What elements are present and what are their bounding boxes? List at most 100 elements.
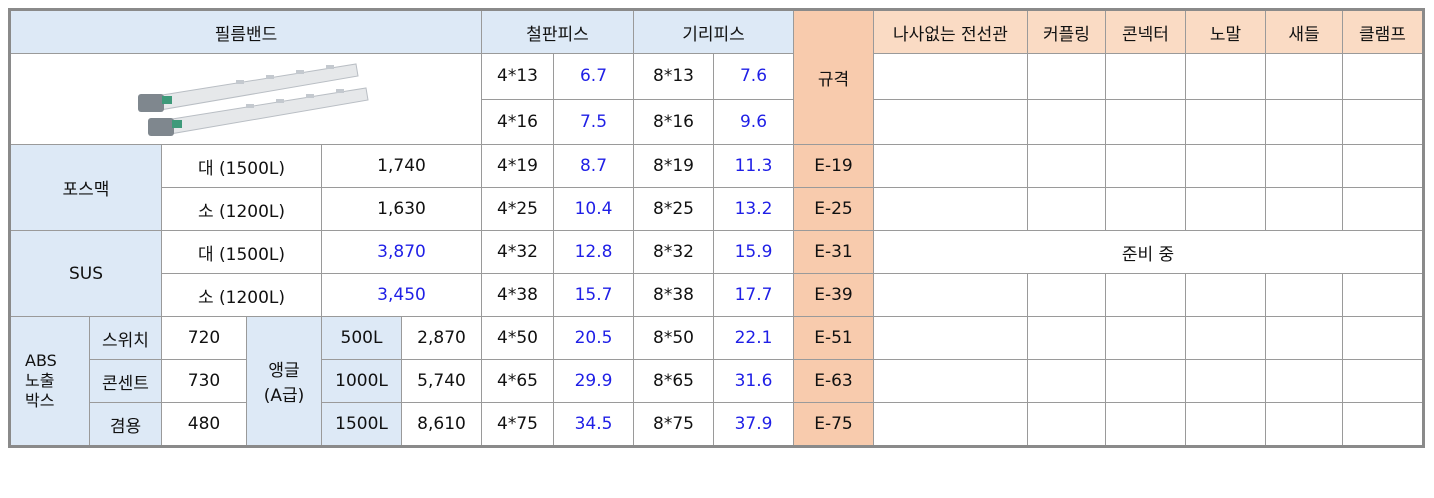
empty-cell <box>1186 360 1266 403</box>
giri-size: 8*65 <box>634 360 714 403</box>
abs-item: 겸용 <box>90 403 162 447</box>
spec: E-25 <box>794 188 874 231</box>
angle-length: 1500L <box>322 403 402 447</box>
table-row: 콘센트7301000L5,7404*6529.98*6531.6E-63 <box>10 360 1424 403</box>
giri-size: 8*50 <box>634 317 714 360</box>
giri-value: 11.3 <box>714 145 794 188</box>
label-line: 앵글 <box>247 356 321 381</box>
steel-value: 10.4 <box>554 188 634 231</box>
empty-cell <box>1343 145 1424 188</box>
label-line: ABS <box>25 351 89 371</box>
table-row: 소 (1200L)1,6304*2510.48*2513.2E-25 <box>10 188 1424 231</box>
empty-cell <box>1028 145 1106 188</box>
abs-price: 720 <box>162 317 247 360</box>
empty-cell <box>1106 317 1186 360</box>
band-price: 3,450 <box>322 274 482 317</box>
empty-cell <box>1186 403 1266 447</box>
band-price: 1,740 <box>322 145 482 188</box>
empty-cell <box>1266 188 1343 231</box>
status: 준비 중 <box>874 231 1424 274</box>
steel-size: 4*13 <box>482 54 554 100</box>
empty-cell <box>1266 360 1343 403</box>
giri-size: 8*25 <box>634 188 714 231</box>
giri-value: 22.1 <box>714 317 794 360</box>
giri-size: 8*13 <box>634 54 714 100</box>
group-name: 포스맥 <box>10 145 162 231</box>
giri-size: 8*75 <box>634 403 714 447</box>
product-header: 나사없는 전선관 <box>874 10 1028 54</box>
product-header: 커플링 <box>1028 10 1106 54</box>
steel-value: 12.8 <box>554 231 634 274</box>
empty-cell <box>874 188 1028 231</box>
page: 필름밴드철판피스기리피스규격나사없는 전선관커플링콘넥터노말새들클램프 4*13… <box>0 0 1434 498</box>
band-size: 소 (1200L) <box>162 274 322 317</box>
giri-size: 8*38 <box>634 274 714 317</box>
spec: E-31 <box>794 231 874 274</box>
empty-cell <box>1028 54 1106 100</box>
giri-piece-header: 기리피스 <box>634 10 794 54</box>
label-line: (A급) <box>247 381 321 406</box>
giri-value: 9.6 <box>714 99 794 145</box>
steel-size: 4*16 <box>482 99 554 145</box>
empty-cell <box>1266 145 1343 188</box>
empty-cell <box>1186 99 1266 145</box>
product-header: 콘넥터 <box>1106 10 1186 54</box>
angle-price: 2,870 <box>402 317 482 360</box>
angle-name: 앵글(A급) <box>247 317 322 447</box>
empty-cell <box>874 145 1028 188</box>
label-line: 노출 <box>25 371 89 391</box>
angle-price: 8,610 <box>402 403 482 447</box>
product-header: 클램프 <box>1343 10 1424 54</box>
band-price: 1,630 <box>322 188 482 231</box>
empty-cell <box>1266 54 1343 100</box>
giri-value: 15.9 <box>714 231 794 274</box>
steel-value: 15.7 <box>554 274 634 317</box>
label-line: 박스 <box>25 391 89 411</box>
empty-cell <box>1106 274 1186 317</box>
empty-cell <box>874 54 1028 100</box>
steel-value: 20.5 <box>554 317 634 360</box>
angle-length: 500L <box>322 317 402 360</box>
empty-cell <box>1343 188 1424 231</box>
empty-cell <box>1186 274 1266 317</box>
empty-cell <box>874 99 1028 145</box>
steel-piece-header: 철판피스 <box>482 10 634 54</box>
empty-cell <box>874 317 1028 360</box>
steel-value: 34.5 <box>554 403 634 447</box>
giri-value: 17.7 <box>714 274 794 317</box>
giri-value: 31.6 <box>714 360 794 403</box>
image-cell <box>10 54 482 145</box>
product-header: 새들 <box>1266 10 1343 54</box>
empty-cell <box>1186 145 1266 188</box>
empty-cell <box>1186 54 1266 100</box>
empty-cell <box>874 403 1028 447</box>
empty-cell <box>1266 274 1343 317</box>
band-price: 3,870 <box>322 231 482 274</box>
giri-value: 37.9 <box>714 403 794 447</box>
empty-cell <box>1106 99 1186 145</box>
spec: E-39 <box>794 274 874 317</box>
empty-cell <box>1028 188 1106 231</box>
empty-cell <box>1186 317 1266 360</box>
empty-cell <box>1266 99 1343 145</box>
empty-cell <box>1028 317 1106 360</box>
empty-cell <box>1266 403 1343 447</box>
empty-cell <box>1028 99 1106 145</box>
steel-size: 4*75 <box>482 403 554 447</box>
steel-value: 6.7 <box>554 54 634 100</box>
steel-size: 4*50 <box>482 317 554 360</box>
steel-size: 4*19 <box>482 145 554 188</box>
giri-value: 13.2 <box>714 188 794 231</box>
group-name: SUS <box>10 231 162 317</box>
steel-value: 29.9 <box>554 360 634 403</box>
spec: E-75 <box>794 403 874 447</box>
spec-header: 규격 <box>794 10 874 145</box>
steel-size: 4*38 <box>482 274 554 317</box>
